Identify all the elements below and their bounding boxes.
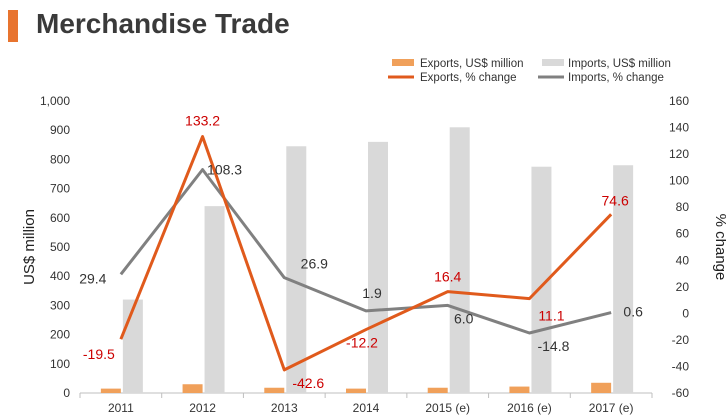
exports-bar [346, 388, 366, 393]
legend-label-exports-bar: Exports, US$ million [420, 58, 524, 70]
imports-bar [286, 146, 307, 393]
imports-bar [122, 299, 143, 393]
y2-tick-label: 20 [676, 280, 690, 294]
imports-change-label: -14.8 [537, 338, 569, 354]
y-tick-label: 300 [50, 298, 70, 312]
exports-bar [427, 387, 448, 393]
legend-label-exports-line: Exports, % change [420, 72, 517, 84]
title-accent-bar [8, 10, 18, 42]
y2-axis-title: % change [712, 214, 726, 281]
imports-change-line [119, 168, 612, 335]
imports-change-label: 6.0 [454, 310, 474, 326]
y-tick-label: 1,000 [40, 94, 70, 108]
imports-change-label: 0.6 [623, 304, 643, 320]
y2-tick-label: 140 [669, 121, 689, 135]
legend-swatch-imports-bar [542, 59, 564, 66]
exports-bars [100, 382, 612, 393]
imports-bar [368, 141, 388, 393]
legend-swatch-exports-bar [392, 59, 414, 66]
y-tick-label: 100 [50, 357, 70, 371]
imports-bar [531, 166, 552, 393]
y2-tick-label: 80 [676, 200, 690, 214]
y-tick-label: 700 [50, 182, 70, 196]
x-tick-label: 2015 (e) [425, 401, 470, 415]
x-tick-label: 2011 [108, 401, 134, 415]
exports-change-label: 133.2 [185, 113, 220, 129]
y-tick-label: 400 [50, 269, 70, 283]
exports-change-label: 11.1 [538, 308, 564, 324]
exports-bar [100, 388, 121, 393]
imports-bar [449, 127, 470, 393]
legend-label-imports-line: Imports, % change [568, 72, 664, 84]
y2-tick-label: 40 [676, 253, 690, 267]
exports-change-label: 16.4 [434, 269, 461, 285]
point-labels: -19.5 133.2 -42.6 -12.2 16.4 11.1 74.6 29.4 108.… [79, 113, 643, 391]
y-tick-label: 800 [50, 152, 70, 166]
y-tick-label: 500 [50, 240, 70, 254]
y-tick-label: 0 [63, 386, 70, 400]
exports-bar [509, 386, 530, 393]
imports-bar [613, 165, 634, 393]
y-tick-label: 200 [50, 328, 70, 342]
y2-tick-label: -40 [672, 359, 690, 373]
y-tick-label: 900 [50, 123, 70, 137]
y-axis-title: US$ million [21, 209, 38, 285]
exports-bar [591, 382, 612, 393]
exports-bar [264, 387, 285, 393]
x-tick-label: 2014 [353, 401, 380, 415]
imports-bar [204, 206, 225, 393]
y-tick-label: 600 [50, 211, 70, 225]
y2-tick-label: 0 [682, 306, 689, 320]
imports-change-label: 26.9 [301, 256, 328, 272]
y2-tick-label: 160 [669, 94, 689, 108]
legend: Exports, US$ million Imports, US$ million… [388, 58, 671, 84]
x-tick-label: 2016 (e) [507, 401, 552, 415]
chart-grid [79, 392, 653, 398]
exports-change-label: -42.6 [292, 375, 324, 391]
y2-tick-label: -20 [672, 333, 690, 347]
axes: 01002003004005006007008009001,000-60-40-… [21, 94, 726, 415]
exports-change-label: -19.5 [83, 346, 115, 362]
exports-bar [182, 384, 203, 393]
y2-tick-label: 100 [669, 174, 689, 188]
exports-change-line [119, 135, 613, 372]
y2-tick-label: -60 [672, 386, 690, 400]
series-lines [119, 135, 613, 372]
x-tick-label: 2013 [271, 401, 298, 415]
imports-bars [122, 127, 634, 393]
y2-tick-label: 120 [669, 147, 689, 161]
chart-title: Merchandise Trade [36, 8, 290, 39]
x-tick-label: 2017 (e) [589, 401, 634, 415]
imports-change-label: 29.4 [79, 270, 106, 286]
exports-change-label: -12.2 [346, 335, 378, 351]
legend-label-imports-bar: Imports, US$ million [568, 58, 671, 70]
y2-tick-label: 60 [676, 227, 690, 241]
exports-change-label: 74.6 [602, 192, 629, 208]
x-tick-label: 2012 [189, 401, 216, 415]
imports-change-label: 1.9 [362, 285, 382, 301]
imports-change-label: 108.3 [207, 162, 242, 178]
